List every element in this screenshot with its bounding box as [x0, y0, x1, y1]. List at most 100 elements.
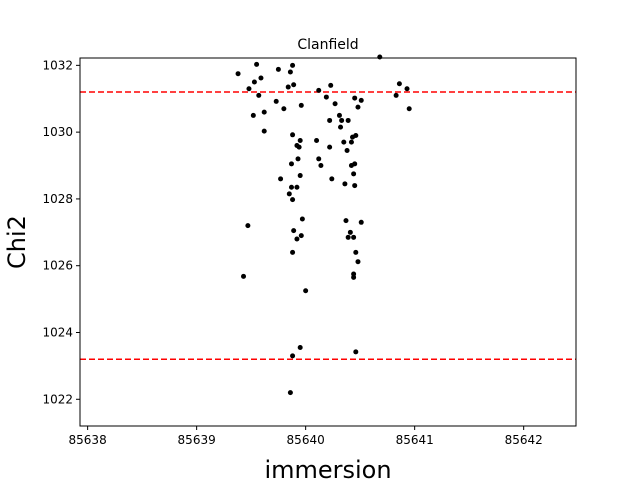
data-point: [297, 137, 303, 143]
data-point: [353, 132, 359, 138]
data-point: [352, 161, 358, 167]
reference-lines: [80, 91, 576, 360]
data-point: [352, 183, 358, 189]
data-point: [355, 104, 361, 110]
data-point: [251, 79, 257, 85]
plot-frame: [79, 57, 577, 427]
data-point: [290, 249, 296, 255]
data-point: [348, 139, 354, 145]
data-point: [245, 223, 251, 229]
data-point: [296, 144, 302, 150]
data-point: [299, 216, 305, 222]
data-point: [377, 54, 383, 60]
data-point: [329, 176, 335, 182]
data-point: [294, 184, 300, 190]
data-point: [275, 66, 281, 72]
data-point: [291, 228, 297, 234]
data-point: [351, 171, 357, 177]
y-tick-label: 1028: [42, 192, 73, 206]
data-point: [353, 349, 359, 355]
data-point: [336, 112, 342, 118]
y-tick-label: 1022: [42, 392, 73, 406]
data-point: [298, 102, 304, 108]
data-point: [332, 101, 338, 107]
x-tick-label: 85640: [287, 433, 325, 447]
data-point: [303, 288, 309, 294]
data-point: [327, 144, 333, 150]
data-point: [318, 163, 324, 169]
data-point: [256, 92, 262, 98]
data-point: [273, 98, 279, 104]
data-point: [294, 236, 300, 242]
y-tick-label: 1026: [42, 259, 73, 273]
x-tick-label: 85642: [505, 433, 543, 447]
data-point: [261, 128, 267, 134]
data-point: [288, 184, 294, 190]
data-point: [358, 219, 364, 225]
data-point: [287, 390, 293, 396]
data-point: [241, 273, 247, 279]
data-point: [316, 156, 322, 162]
data-point: [250, 112, 256, 118]
x-axis-label: immersion: [264, 456, 391, 480]
x-tick-label: 85639: [178, 433, 216, 447]
x-tick-label: 85641: [396, 433, 434, 447]
data-point: [261, 109, 267, 115]
data-point: [323, 94, 329, 100]
data-point: [298, 233, 304, 239]
data-point: [290, 353, 296, 359]
y-axis-ticks: 1022 1024 1026 1028 1030 1032: [42, 58, 80, 406]
data-point: [295, 156, 301, 162]
data-point: [396, 81, 402, 87]
data-point: [316, 87, 322, 93]
y-tick-label: 1032: [42, 58, 73, 72]
data-point: [328, 82, 334, 88]
x-tick-label: 85638: [69, 433, 107, 447]
data-point: [254, 61, 260, 67]
data-point: [351, 234, 357, 240]
data-point: [345, 234, 351, 240]
data-point: [345, 117, 351, 123]
data-point: [297, 173, 303, 179]
data-point: [327, 117, 333, 123]
data-point: [338, 124, 344, 130]
data-point: [406, 106, 412, 112]
y-tick-label: 1030: [42, 125, 73, 139]
data-points: [235, 54, 412, 396]
data-point: [290, 132, 296, 138]
data-point: [290, 197, 296, 203]
data-point: [351, 274, 357, 280]
data-point: [288, 161, 294, 167]
data-point: [353, 249, 359, 255]
data-point: [287, 69, 293, 75]
data-point: [352, 95, 358, 101]
y-axis-label: Chi2: [3, 215, 31, 269]
data-point: [246, 86, 252, 92]
data-point: [355, 259, 361, 265]
data-point: [297, 345, 303, 351]
data-point: [339, 117, 345, 123]
data-point: [281, 106, 287, 112]
data-point: [290, 62, 296, 68]
data-point: [341, 139, 347, 145]
data-point: [314, 137, 320, 143]
data-point: [342, 181, 348, 187]
data-point: [347, 229, 353, 235]
data-point: [291, 82, 297, 88]
chart-title: Clanfield: [297, 37, 358, 53]
data-point: [235, 71, 241, 77]
y-tick-label: 1024: [42, 325, 73, 339]
x-axis-ticks: 85638 85639 85640 85641 85642: [69, 426, 543, 447]
data-point: [258, 75, 264, 81]
data-point: [404, 86, 410, 92]
data-point: [358, 97, 364, 103]
data-point: [285, 84, 291, 90]
data-point: [278, 176, 284, 182]
data-point: [343, 218, 349, 224]
data-point: [286, 191, 292, 197]
data-point: [393, 92, 399, 98]
data-point: [344, 148, 350, 154]
